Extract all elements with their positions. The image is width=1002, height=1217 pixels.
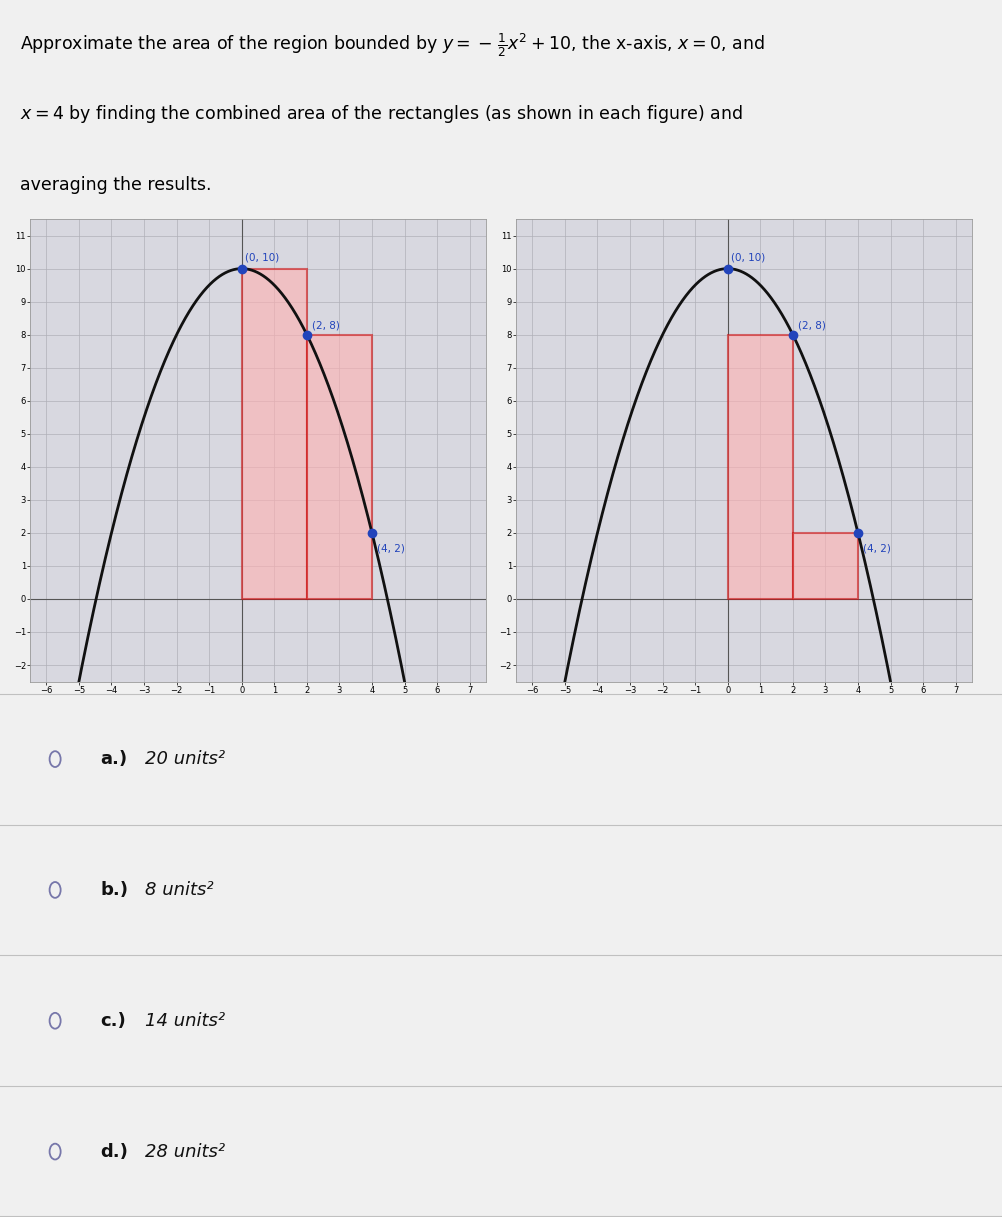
Bar [307, 335, 372, 599]
Text: d.): d.) [100, 1143, 128, 1161]
Text: 28 units²: 28 units² [145, 1143, 225, 1161]
Text: (2, 8): (2, 8) [798, 320, 826, 330]
Text: a.): a.) [100, 750, 127, 768]
Bar [727, 335, 793, 599]
Bar [241, 269, 307, 599]
Text: (0, 10): (0, 10) [730, 252, 766, 263]
Text: (4, 2): (4, 2) [377, 543, 405, 553]
Text: $x=4$ by finding the combined area of the rectangles (as shown in each figure) a: $x=4$ by finding the combined area of th… [20, 103, 742, 125]
Text: averaging the results.: averaging the results. [20, 176, 211, 194]
Text: 8 units²: 8 units² [145, 881, 213, 899]
Text: c.): c.) [100, 1011, 126, 1030]
Text: (4, 2): (4, 2) [863, 543, 891, 553]
Text: (0, 10): (0, 10) [244, 252, 280, 263]
Text: (2, 8): (2, 8) [312, 320, 340, 330]
Text: 14 units²: 14 units² [145, 1011, 225, 1030]
Bar [793, 533, 858, 599]
Text: Approximate the area of the region bounded by $y=-\,\frac{1}{2}x^2+10$, the x-ax: Approximate the area of the region bound… [20, 32, 765, 58]
Text: 20 units²: 20 units² [145, 750, 225, 768]
Text: b.): b.) [100, 881, 128, 899]
